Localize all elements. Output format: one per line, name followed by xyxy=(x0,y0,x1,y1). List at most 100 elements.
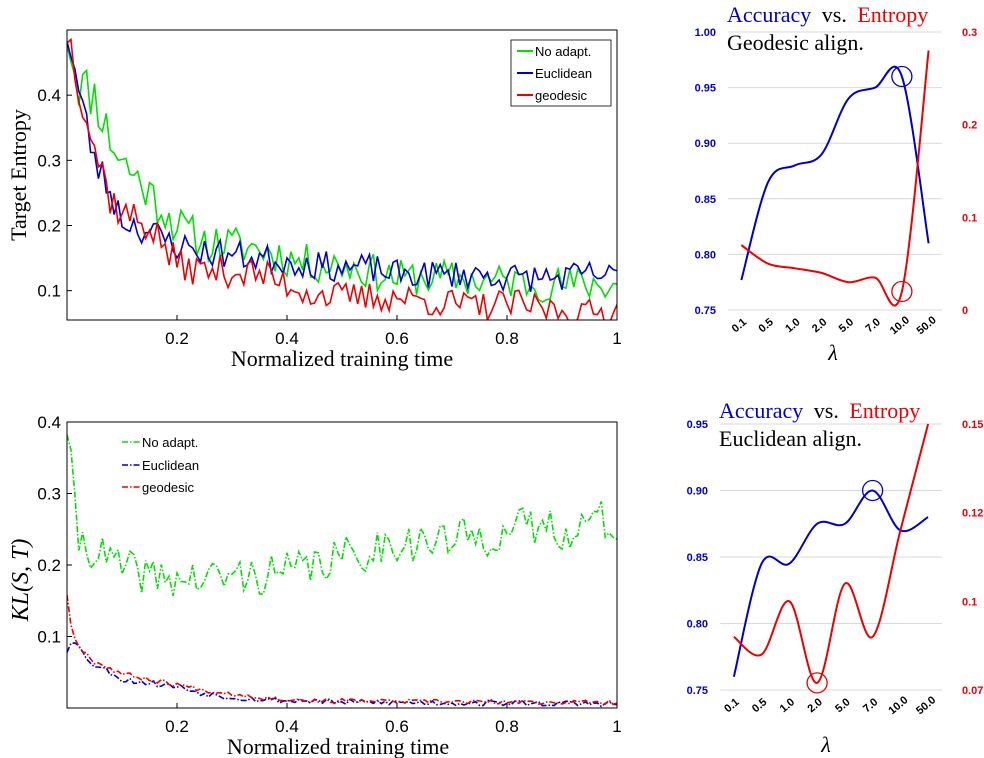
x-tick-label: 0.5 xyxy=(750,696,769,715)
entropy-highlight-circle xyxy=(806,672,828,694)
x-tick-label: 50.0 xyxy=(914,694,938,717)
x-tick-label: 5.0 xyxy=(833,696,852,715)
series-line-geodesic xyxy=(67,594,617,706)
left-axis-tick-label: 0.80 xyxy=(695,249,716,261)
geodesic-left-ticks: 0.75 0.80 0.85 0.90 0.95 1.00 xyxy=(695,27,716,317)
kl-y-ticks: 0.1 0.2 0.3 0.4 xyxy=(37,413,72,647)
x-tick-label: 0.8 xyxy=(495,717,519,736)
series-line-geodesic xyxy=(67,37,617,320)
x-tick-label: 0.6 xyxy=(385,329,409,348)
x-tick-label: 0.1 xyxy=(722,696,741,715)
entropy-vs-time-chart: 0.2 0.4 0.6 0.8 1 0.1 0.2 0.3 0.4 Normalized tr… xyxy=(6,29,622,371)
x-tick-label: 0.2 xyxy=(165,329,189,348)
right-axis-tick-label: 0.3 xyxy=(962,27,977,39)
euclidean-title-entropy: Entropy xyxy=(849,398,920,423)
x-tick-label: 0.8 xyxy=(495,329,519,348)
entropy-x-ticks: 0.2 0.4 0.6 0.8 1 xyxy=(165,315,622,348)
kl-x-ticks: 0.2 0.4 0.6 0.8 1 xyxy=(165,703,622,736)
geodesic-x-axis-label: λ xyxy=(827,340,838,365)
euclidean-title: Accuracy vs. Entropy xyxy=(719,398,920,423)
y-tick-label: 0.4 xyxy=(37,413,61,432)
left-axis-tick-label: 0.75 xyxy=(687,685,708,697)
y-tick-label: 0.3 xyxy=(37,485,61,504)
left-axis-tick-label: 0.85 xyxy=(687,552,708,564)
x-tick-label: 0.2 xyxy=(165,717,189,736)
series-line-no-adapt xyxy=(67,434,617,596)
right-axis-tick-label: 0.15 xyxy=(962,419,983,431)
euclidean-series-group xyxy=(732,423,930,694)
accuracy-curve xyxy=(732,489,929,677)
right-axis-tick-label: 0.2 xyxy=(962,120,977,132)
x-tick-label: 1 xyxy=(612,329,621,348)
x-tick-label: 50.0 xyxy=(915,314,939,337)
euclidean-title-accuracy: Accuracy xyxy=(719,398,803,423)
series-line-no-adapt xyxy=(67,45,617,303)
left-axis-tick-label: 0.80 xyxy=(687,619,708,631)
euclidean-title-vs: vs. xyxy=(814,398,839,423)
geodesic-title-accuracy: Accuracy xyxy=(727,2,811,27)
geodesic-title-entropy: Entropy xyxy=(857,2,928,27)
accuracy-curve xyxy=(740,65,930,281)
entropy-x-axis-label: Normalized training time xyxy=(231,346,453,371)
x-tick-label: 1.0 xyxy=(783,316,802,335)
geodesic-subtitle: Geodesic align. xyxy=(727,30,864,55)
x-tick-label: 0.4 xyxy=(275,329,299,348)
y-tick-label: 0.4 xyxy=(37,86,61,105)
entropy-legend: No adapt. Euclidean geodesic xyxy=(510,39,612,107)
kl-legend-label-euclidean: Euclidean xyxy=(142,458,199,473)
entropy-legend-label-geodesic: geodesic xyxy=(535,88,588,103)
x-tick-label: 10.0 xyxy=(886,694,910,717)
euclidean-left-ticks: 0.75 0.80 0.85 0.90 0.95 xyxy=(687,419,708,697)
entropy-highlight-circle xyxy=(891,280,913,303)
entropy-curve xyxy=(740,50,930,307)
entropy-y-ticks: 0.1 0.2 0.3 0.4 xyxy=(37,86,72,301)
right-axis-tick-label: 0 xyxy=(962,305,968,317)
left-axis-tick-label: 0.95 xyxy=(687,419,708,431)
accuracy-highlight-circle xyxy=(891,65,913,88)
entropy-plot-frame xyxy=(66,29,618,321)
entropy-y-axis-label: Target Entropy xyxy=(6,109,31,241)
x-tick-label: 0.4 xyxy=(275,717,299,736)
y-tick-label: 0.1 xyxy=(37,282,61,301)
euclidean-right-ticks: 0.075 0.1 0.125 0.15 xyxy=(962,419,984,697)
kl-vs-time-chart: 0.2 0.4 0.6 0.8 1 0.1 0.2 0.3 0.4 Normalized tr… xyxy=(8,413,622,758)
left-axis-tick-label: 0.95 xyxy=(695,83,716,95)
kl-x-axis-label: Normalized training time xyxy=(227,734,449,758)
geodesic-title-vs: vs. xyxy=(822,2,847,27)
geodesic-series-group xyxy=(740,50,930,307)
right-axis-tick-label: 0.125 xyxy=(962,508,984,520)
accuracy-highlight-circle xyxy=(861,479,884,502)
left-axis-tick-label: 0.90 xyxy=(695,138,716,150)
kl-legend-label-no-adapt: No adapt. xyxy=(142,435,198,450)
y-tick-label: 0.1 xyxy=(37,628,61,647)
left-axis-tick-label: 0.85 xyxy=(695,194,716,206)
x-tick-label: 5.0 xyxy=(837,316,856,335)
kl-y-axis-label: KL(S, T) xyxy=(8,539,34,623)
entropy-curve xyxy=(733,423,930,684)
left-axis-tick-label: 0.75 xyxy=(695,305,716,317)
x-tick-label: 2.0 xyxy=(810,316,829,335)
geodesic-x-ticks: 0.1 0.5 1.0 2.0 5.0 7.0 10.0 50.0 xyxy=(730,314,939,337)
x-tick-label: 1.0 xyxy=(778,696,797,715)
kl-series-group xyxy=(67,434,617,708)
entropy-legend-label-no-adapt: No adapt. xyxy=(535,44,591,59)
kl-legend-label-geodesic: geodesic xyxy=(142,480,195,495)
entropy-legend-label-euclidean: Euclidean xyxy=(535,66,592,81)
x-tick-label: 7.0 xyxy=(861,696,880,715)
y-tick-label: 0.2 xyxy=(37,556,61,575)
geodesic-gridlines xyxy=(728,31,942,311)
right-axis-tick-label: 0.075 xyxy=(962,685,984,697)
x-tick-label: 1 xyxy=(612,717,621,736)
series-line-euclidean xyxy=(67,642,617,708)
euclidean-subtitle: Euclidean align. xyxy=(719,426,862,451)
kl-legend: No adapt. Euclidean geodesic xyxy=(122,435,199,495)
left-axis-tick-label: 1.00 xyxy=(695,27,716,39)
x-tick-label: 0.6 xyxy=(385,717,409,736)
geodesic-right-ticks: 0 0.1 0.2 0.3 xyxy=(962,27,977,317)
geodesic-accuracy-entropy-chart: 0.750.800.850.900.951.00 00.10.20.3 0.1 0… xyxy=(695,2,978,365)
euclidean-x-ticks: 0.1 0.5 1.0 2.0 5.0 7.0 10.0 50.0 xyxy=(722,694,938,717)
euclidean-gridlines xyxy=(720,423,942,691)
x-tick-label: 7.0 xyxy=(863,316,882,335)
euclidean-accuracy-entropy-chart: 0.75 0.80 0.85 0.90 0.95 0.075 0.1 0.125 0.15 0… xyxy=(687,398,984,757)
geodesic-title: Accuracy vs. Entropy xyxy=(727,2,928,27)
